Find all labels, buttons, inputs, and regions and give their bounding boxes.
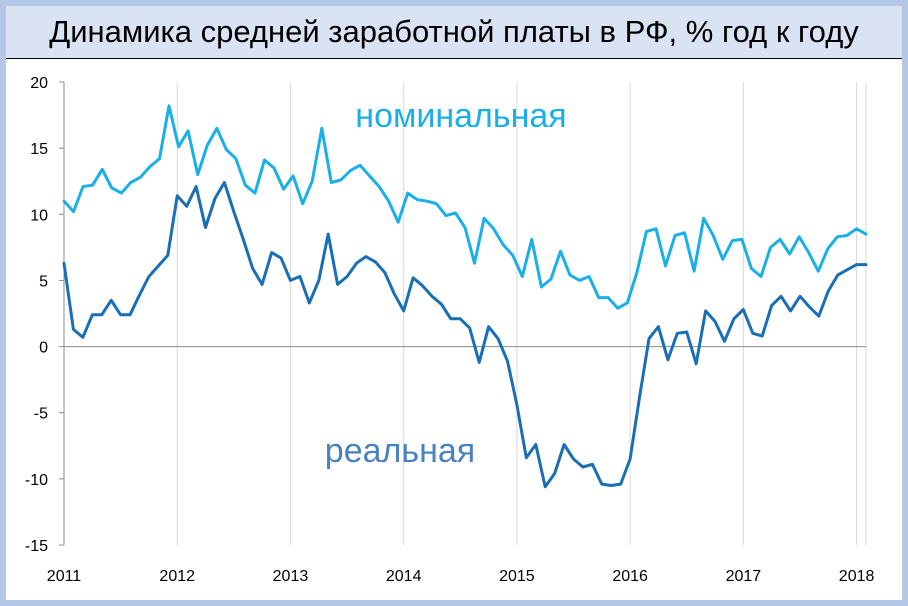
title-bar: Динамика средней заработной платы в РФ, … <box>6 6 902 59</box>
series-layer <box>62 104 868 489</box>
series-line-nominal <box>62 104 868 310</box>
x-tick-label: 2014 <box>386 568 422 585</box>
series-label-real: реальная <box>325 432 475 470</box>
chart-title: Динамика средней заработной платы в РФ, … <box>49 14 859 49</box>
y-tick-label: 10 <box>30 207 48 224</box>
x-tick-label: 2015 <box>499 568 535 585</box>
series-line-real <box>62 181 868 489</box>
x-tick-label: 2011 <box>47 568 82 585</box>
y-tick-label: -15 <box>25 538 48 555</box>
series-label-nominal: номинальная <box>355 97 566 135</box>
y-tick-label: -10 <box>25 472 48 489</box>
y-tick-label: -5 <box>34 406 48 423</box>
y-tick-label: 5 <box>39 273 48 290</box>
y-tick-label: 0 <box>39 340 48 357</box>
labels-layer: номинальная реальная <box>325 97 567 470</box>
x-tick-label: 2017 <box>726 568 762 585</box>
y-tick-label: 20 <box>30 75 48 92</box>
x-tick-label: 2013 <box>273 568 309 585</box>
x-tick-label: 2018 <box>839 568 875 585</box>
x-tick-label: 2012 <box>159 568 195 585</box>
y-tick-label: 15 <box>30 141 48 158</box>
x-tick-label: 2016 <box>612 568 648 585</box>
